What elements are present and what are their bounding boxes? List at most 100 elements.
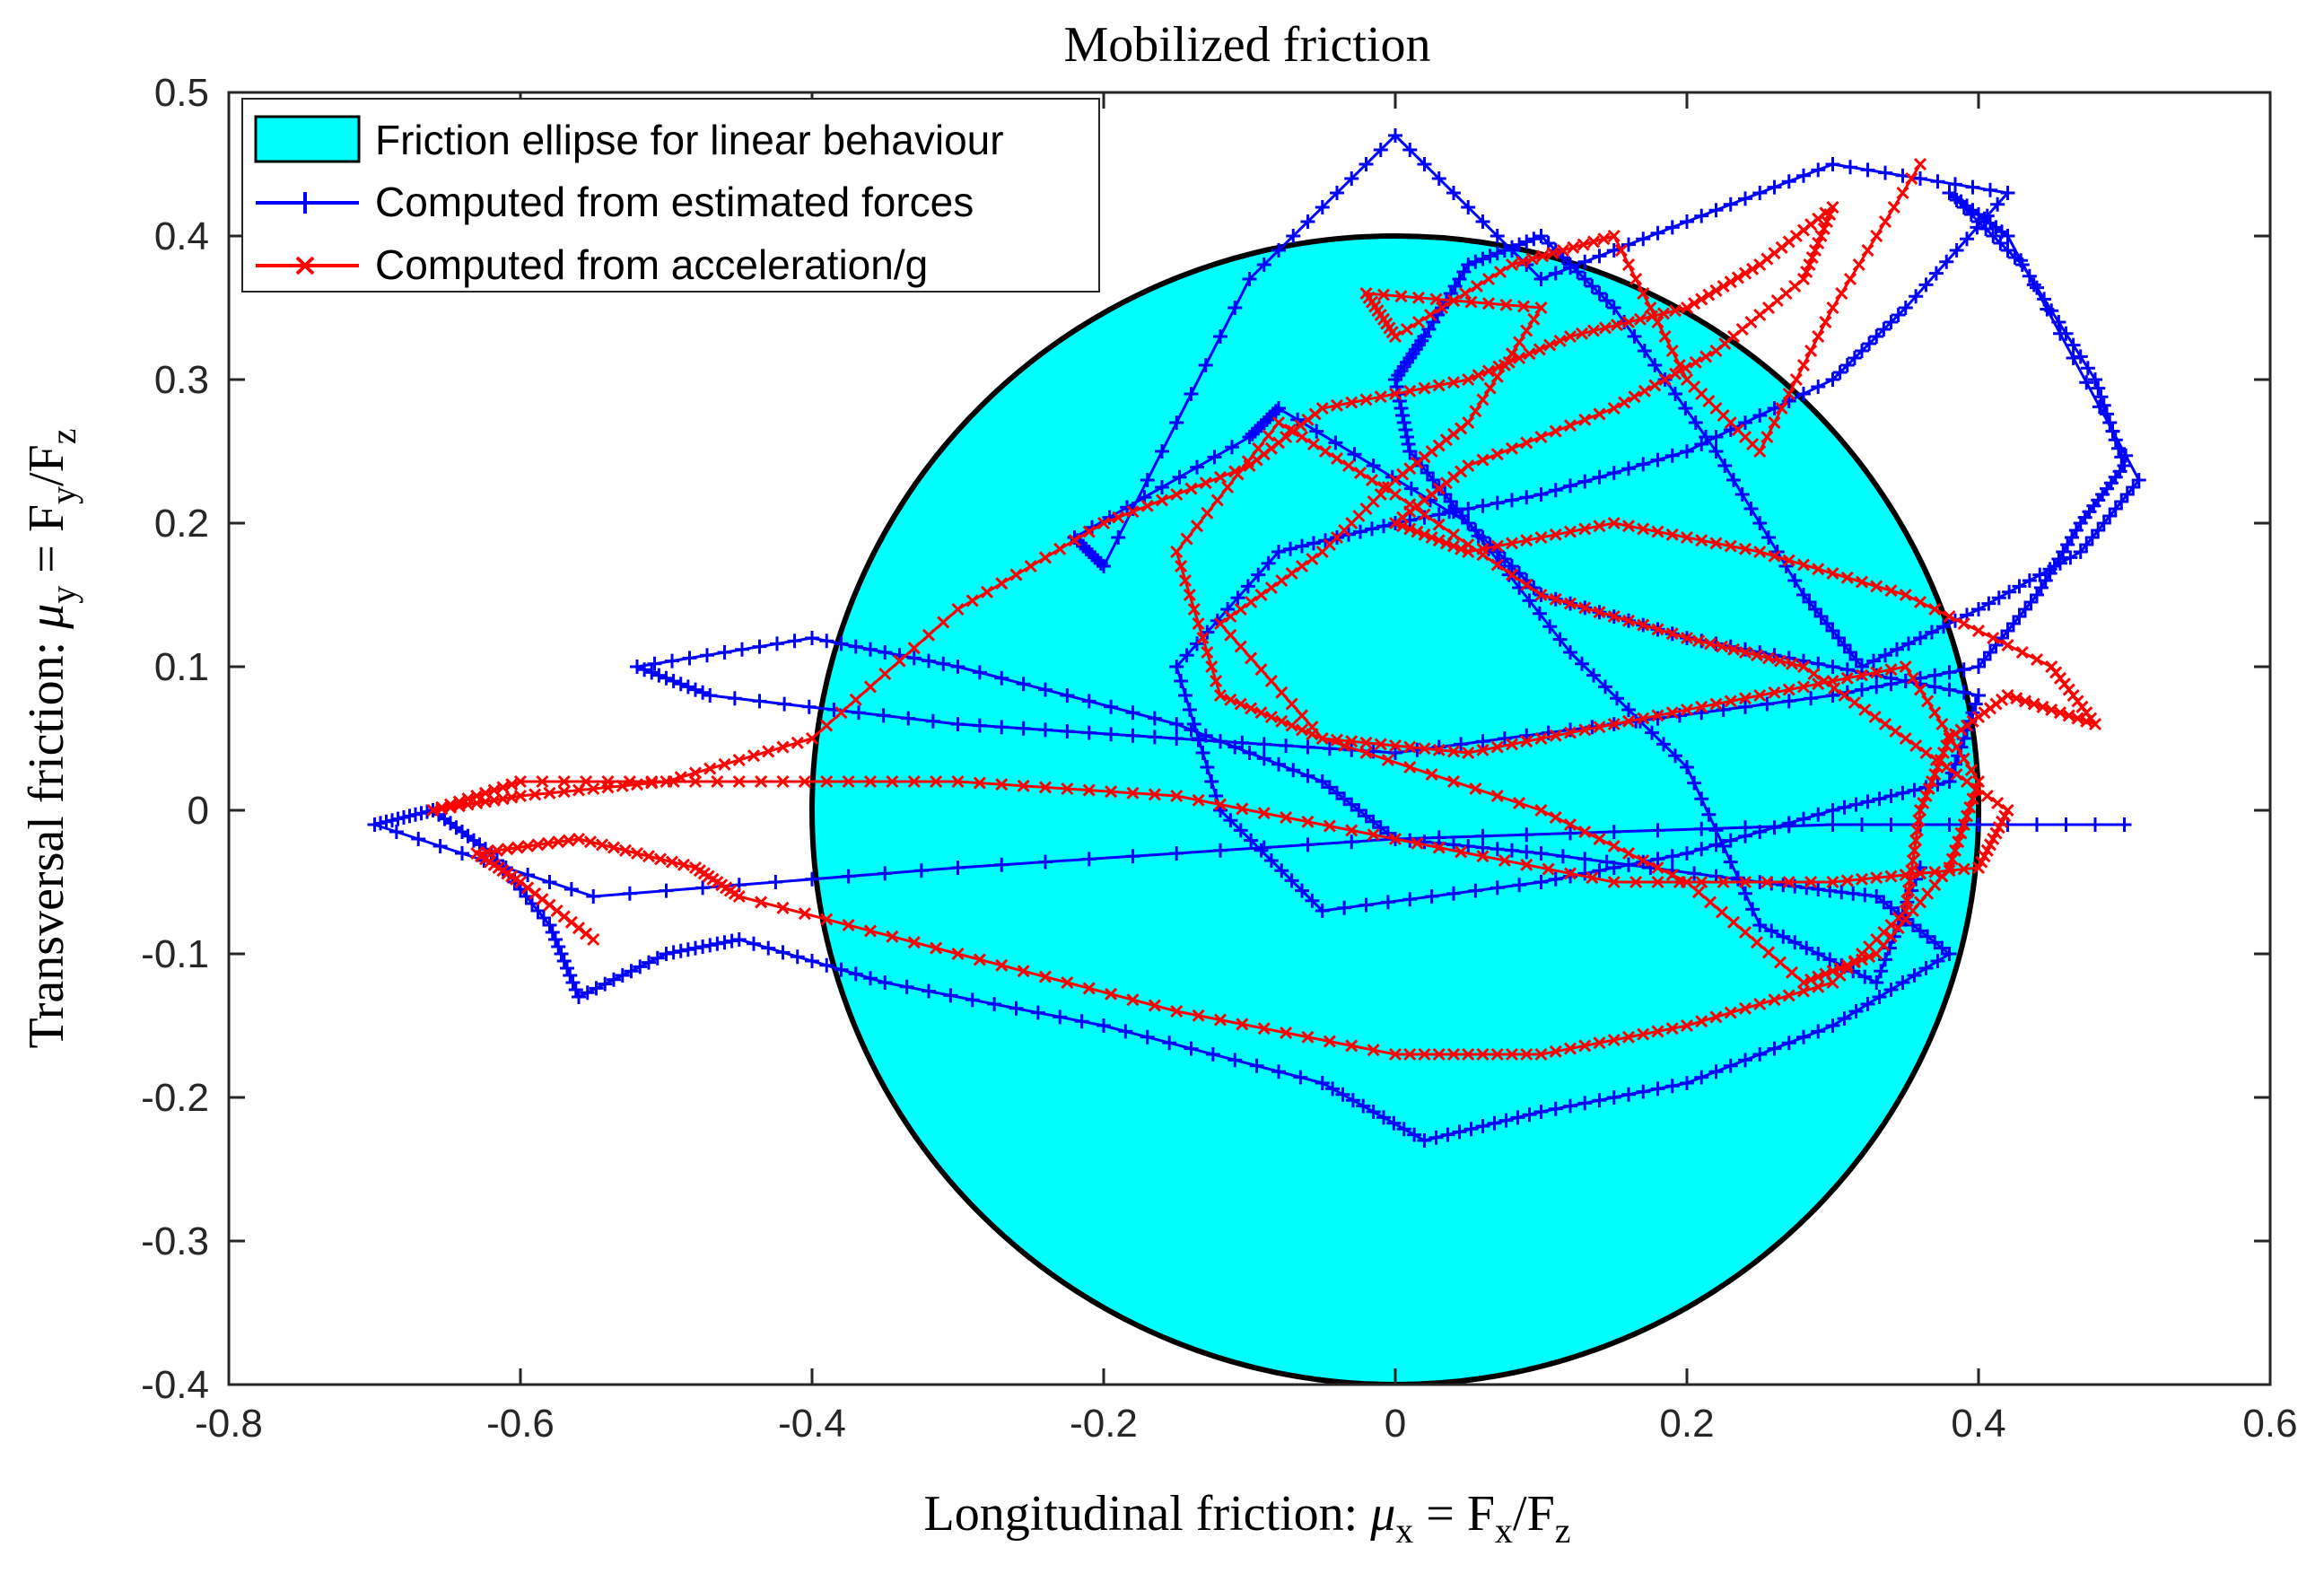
data-point: [1060, 724, 1075, 738]
data-point: [1606, 861, 1621, 875]
data-point: [1709, 697, 1723, 711]
data-point: [951, 774, 965, 789]
data-point: [987, 997, 1002, 1011]
x-tick-label: 0.4: [1951, 1402, 2005, 1446]
data-point: [607, 972, 621, 987]
data-point: [1694, 437, 1709, 451]
data-point: [1432, 1047, 1446, 1062]
data-point: [1126, 993, 1140, 1007]
data-point: [1148, 788, 1161, 801]
data-point: [1656, 307, 1671, 320]
data-point: [1808, 243, 1822, 258]
data-point: [1678, 401, 1693, 415]
data-point: [552, 835, 565, 849]
data-point: [899, 979, 914, 994]
data-point: [1651, 315, 1664, 329]
data-point: [531, 838, 545, 852]
data-point: [1081, 694, 1096, 709]
data-point: [1598, 679, 1612, 695]
data-point: [1224, 693, 1237, 706]
data-point: [1651, 875, 1664, 889]
chart-title: Mobilized friction: [1063, 17, 1430, 73]
data-point: [1927, 935, 1943, 950]
data-point: [1884, 584, 1898, 598]
data-point: [1796, 660, 1811, 674]
data-point: [1610, 691, 1624, 706]
data-point: [1381, 753, 1394, 767]
data-point: [1442, 504, 1457, 520]
data-point: [863, 924, 878, 938]
data-point: [805, 954, 819, 968]
data-point: [1803, 258, 1816, 272]
data-point: [2063, 550, 2078, 565]
data-point: [878, 645, 893, 660]
data-point: [1417, 157, 1432, 171]
data-point: [1883, 670, 1899, 686]
data-point: [1038, 722, 1053, 738]
data-point: [1017, 965, 1030, 978]
data-point: [878, 975, 893, 990]
data-point: [1468, 883, 1483, 898]
data-point: [1286, 229, 1301, 243]
data-point: [1651, 623, 1664, 636]
data-point: [1396, 415, 1411, 430]
data-point: [682, 651, 697, 666]
data-point: [1264, 674, 1278, 688]
data-point: [1198, 728, 1213, 743]
data-point: [1680, 846, 1694, 861]
data-point: [1987, 631, 2000, 645]
data-point: [1971, 774, 1986, 789]
data-point: [1680, 444, 1694, 459]
data-point: [1563, 1098, 1577, 1114]
data-point: [1578, 723, 1592, 737]
data-point: [951, 947, 965, 961]
data-point: [541, 836, 555, 850]
data-point: [848, 639, 863, 654]
data-point: [1909, 289, 1924, 304]
data-point: [554, 947, 569, 961]
data-point: [1446, 745, 1461, 758]
data-point: [1956, 662, 1971, 677]
data-point: [651, 668, 667, 683]
data-point: [1738, 645, 1752, 660]
data-point: [1242, 272, 1257, 286]
data-point: [1971, 624, 1986, 638]
data-point: [1505, 441, 1519, 455]
data-point: [1140, 499, 1154, 512]
data-point: [1498, 1113, 1514, 1128]
data-point: [1761, 651, 1776, 665]
data-point: [1738, 191, 1752, 206]
data-point: [1534, 301, 1548, 315]
data-point: [1376, 288, 1391, 301]
data-point: [1778, 559, 1794, 573]
data-point: [562, 834, 575, 847]
data-point: [1738, 1053, 1752, 1068]
data-point: [1954, 826, 1968, 840]
data-point: [1563, 419, 1577, 433]
data-point: [545, 925, 560, 939]
data-point: [1476, 850, 1490, 863]
data-point: [1980, 789, 1994, 803]
data-point: [1905, 918, 1920, 932]
data-point: [842, 774, 855, 789]
data-point: [1563, 478, 1577, 494]
data-point: [1462, 537, 1475, 552]
data-point: [1971, 688, 1986, 703]
data-point: [1708, 823, 1724, 838]
data-point: [1680, 703, 1694, 717]
data-point: [1178, 688, 1193, 703]
data-point: [1516, 255, 1529, 268]
data-point: [1606, 301, 1621, 315]
data-point: [1187, 602, 1201, 616]
data-point: [1800, 265, 1813, 279]
data-point: [1519, 234, 1534, 249]
data-point: [1726, 642, 1741, 656]
data-point: [1533, 846, 1549, 861]
data-point: [623, 774, 636, 789]
data-point: [1935, 940, 1950, 956]
data-point: [1556, 243, 1569, 258]
data-point: [1753, 444, 1767, 459]
data-point: [1785, 966, 1799, 979]
data-point: [1607, 875, 1621, 889]
data-point: [1140, 473, 1155, 487]
